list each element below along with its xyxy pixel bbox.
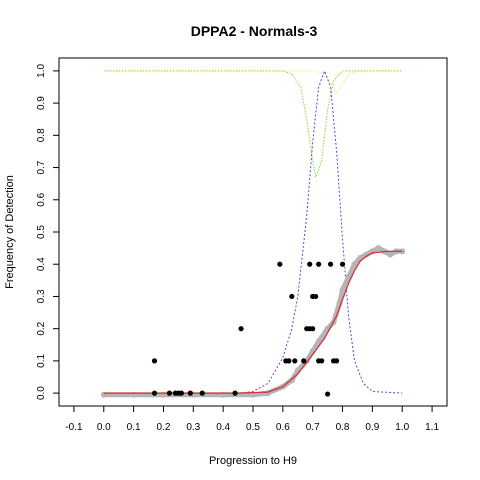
- chart-title: DPPA2 - Normals-3: [191, 23, 318, 39]
- x-tick-label: 0.6: [276, 422, 290, 433]
- x-tick-label: 0.0: [97, 422, 111, 433]
- smoothed-point: [387, 251, 394, 258]
- series-density-curve: [103, 69, 403, 394]
- y-tick-label: 0.5: [36, 225, 47, 239]
- data-point: [289, 293, 295, 300]
- data-point: [238, 326, 244, 332]
- smoothed-point: [363, 251, 370, 258]
- axes-layer: -0.1 0.0 0.1 0.2 0.3 0.4 0.5 0.6 0.7 0.8 0.9 1.0 1.1…: [36, 64, 439, 433]
- data-point: [187, 390, 193, 396]
- data-point: [325, 391, 331, 397]
- data-point: [307, 261, 313, 267]
- data-point: [310, 326, 316, 332]
- data-point: [199, 390, 205, 396]
- x-tick-label: 0.8: [336, 422, 350, 433]
- smoothed-point: [351, 261, 358, 268]
- series-yellow-curve: [103, 70, 403, 95]
- y-tick-label: 0.3: [36, 289, 47, 303]
- smoothed-point: [315, 338, 322, 345]
- data-point: [319, 358, 325, 364]
- y-tick-label: 0.1: [36, 354, 47, 368]
- y-tick-label: 0.4: [36, 257, 47, 271]
- smoothed-point: [345, 274, 352, 281]
- smoothed-point: [399, 248, 406, 255]
- y-tick-label: 0.8: [36, 128, 47, 142]
- data-point: [301, 358, 307, 364]
- data-point: [151, 390, 158, 396]
- y-axis-label: Frequency of Detection: [4, 175, 16, 289]
- smoothed-point: [375, 245, 382, 252]
- plot-layer: [100, 69, 406, 398]
- y-tick-label: 0.2: [36, 321, 47, 335]
- x-axis-label: Progression to H9: [209, 455, 297, 467]
- data-point: [151, 358, 158, 364]
- x-tick-label: 0.7: [306, 422, 320, 433]
- data-point: [328, 261, 334, 267]
- data-point: [166, 390, 173, 396]
- x-tick-label: -0.1: [65, 422, 83, 433]
- data-point: [292, 358, 298, 364]
- series-fit-line: [103, 250, 403, 394]
- data-point: [339, 261, 346, 267]
- y-tick-label: 0.7: [36, 160, 47, 174]
- data-point: [316, 261, 322, 267]
- x-tick-label: 0.9: [365, 422, 379, 433]
- x-tick-label: 1.0: [395, 422, 409, 433]
- x-tick-label: 0.5: [246, 422, 260, 433]
- data-point: [178, 390, 184, 396]
- x-tick-label: 1.1: [425, 422, 439, 433]
- data-point: [232, 390, 238, 396]
- y-tick-label: 1.0: [36, 64, 47, 78]
- x-tick-label: 0.4: [216, 422, 230, 433]
- data-point: [286, 358, 292, 364]
- x-tick-label: 0.2: [157, 422, 171, 433]
- x-tick-label: 0.1: [127, 422, 141, 433]
- y-tick-label: 0.0: [36, 386, 47, 400]
- data-point: [333, 358, 340, 364]
- y-tick-label: 0.9: [36, 96, 47, 110]
- smoothed-point: [288, 377, 295, 384]
- data-point: [313, 293, 319, 300]
- smoothed-point: [339, 287, 346, 293]
- x-tick-label: 0.3: [186, 422, 200, 433]
- data-point: [277, 261, 283, 267]
- y-tick-label: 0.6: [36, 192, 47, 206]
